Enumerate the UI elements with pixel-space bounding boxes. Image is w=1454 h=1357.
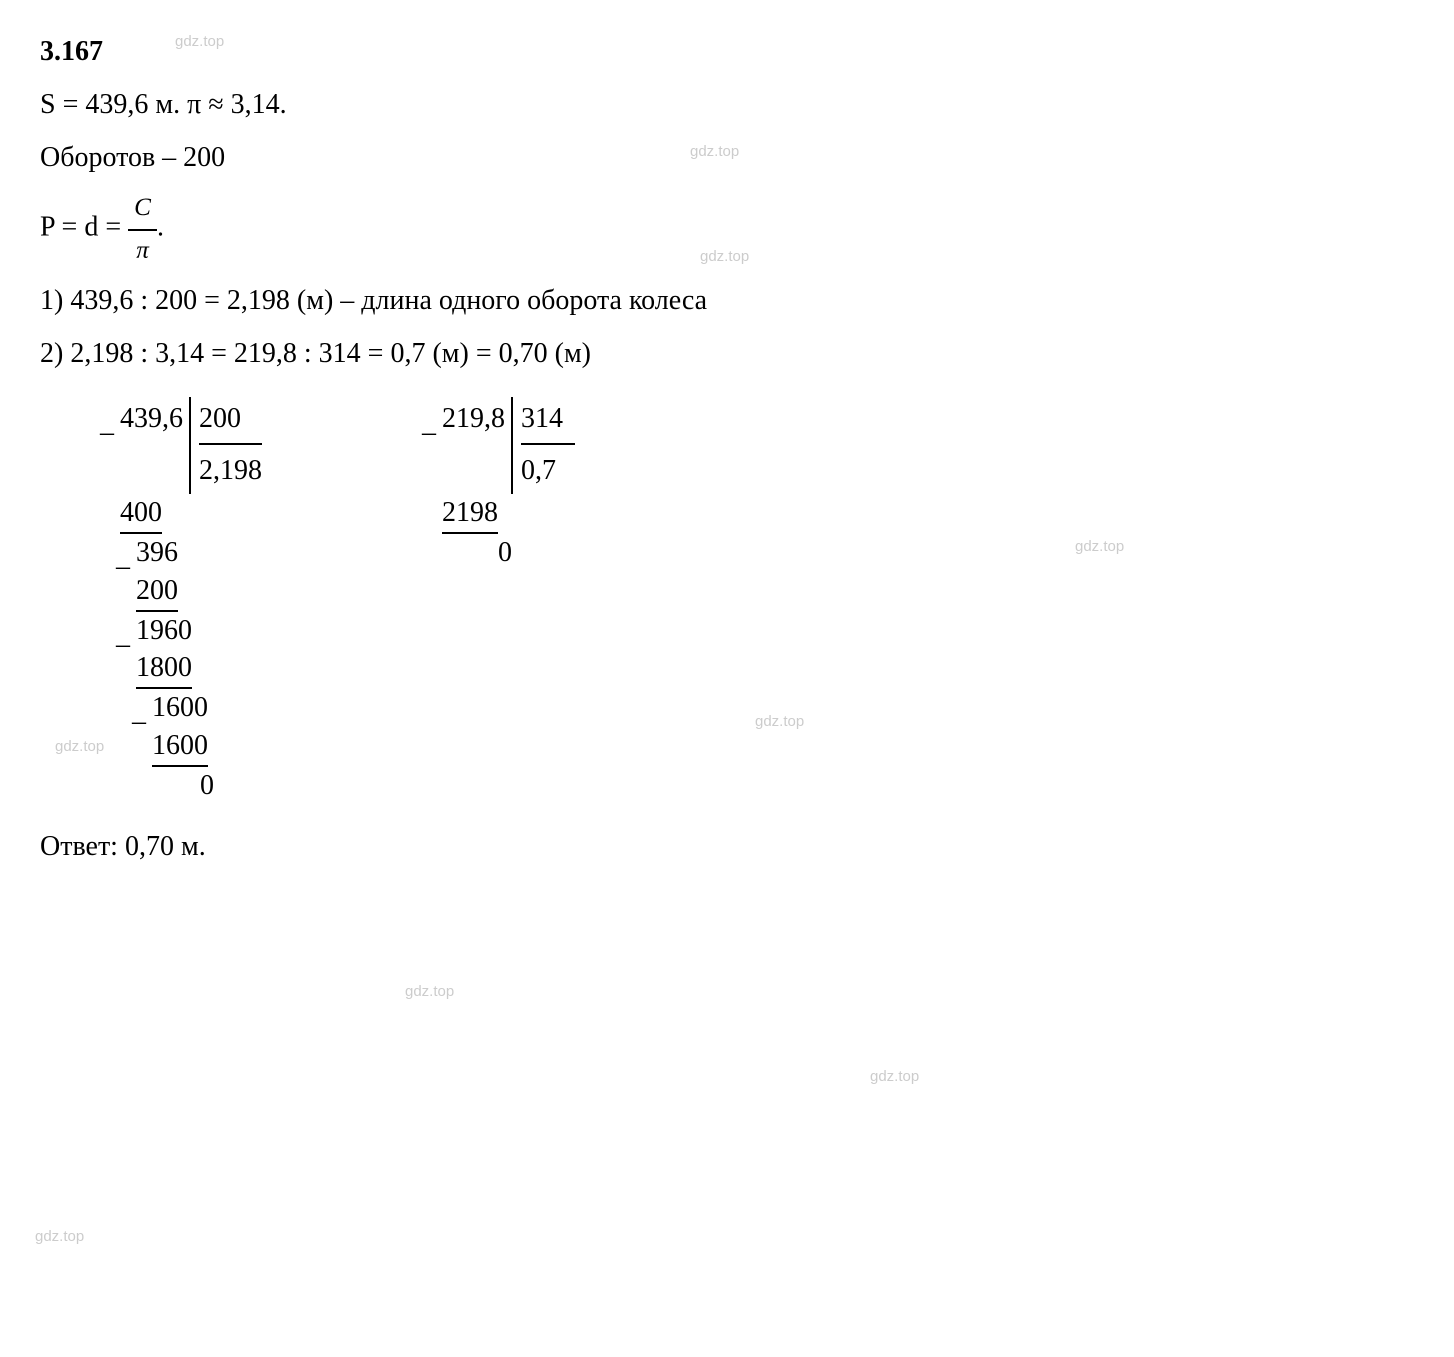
div1-sub3: 1800 <box>136 649 192 689</box>
watermark: gdz.top <box>870 1065 919 1089</box>
pi-value: π ≈ 3,14. <box>180 89 287 120</box>
minus-icon: – <box>100 411 114 456</box>
step-2: 2) 2,198 : 3,14 = 219,8 : 314 = 0,7 (м) … <box>40 332 1414 377</box>
div1-sub2: 200 <box>136 572 178 612</box>
div1-rem1: 396 <box>136 537 178 568</box>
division-container: –439,6 200 2,198 400 –396 200 –1960 1800… <box>120 397 1414 805</box>
formula-prefix: P = d = <box>40 212 128 243</box>
fraction-denominator: π <box>128 231 157 271</box>
long-division-1: –439,6 200 2,198 400 –396 200 –1960 1800… <box>120 397 262 805</box>
step-1: 1) 439,6 : 200 = 2,198 (м) – длина одног… <box>40 279 1414 324</box>
div1-rem3: 1600 <box>152 692 208 723</box>
long-division-2: –219,8 314 0,7 2198 0 <box>442 397 575 805</box>
divisor-2: 314 <box>521 397 575 446</box>
div1-sub1: 400 <box>120 494 162 534</box>
answer-value: 0,70 м. <box>125 831 206 862</box>
fraction: Cπ <box>128 188 157 271</box>
answer-line: Ответ: 0,70 м. <box>40 825 1414 870</box>
quotient-2: 0,7 <box>521 445 575 494</box>
dividend-1: 439,6 <box>120 403 189 434</box>
formula-line: P = d = Cπ. <box>40 188 1414 271</box>
div1-final: 0 <box>200 770 214 801</box>
formula-suffix: . <box>157 212 164 243</box>
div1-sub4: 1600 <box>152 727 208 767</box>
answer-label: Ответ: <box>40 831 125 862</box>
given-line-2: Оборотов – 200 <box>40 136 1414 181</box>
dividend-2: 219,8 <box>442 403 511 434</box>
watermark: gdz.top <box>405 980 454 1004</box>
s-prefix: S = <box>40 89 85 120</box>
fraction-numerator: C <box>128 188 157 230</box>
divisor-1: 200 <box>199 397 262 446</box>
problem-number: 3.167 <box>40 36 103 67</box>
watermark: gdz.top <box>35 1225 84 1249</box>
quotient-1: 2,198 <box>199 445 262 494</box>
minus-icon: – <box>422 411 436 456</box>
div2-sub1: 2198 <box>442 494 498 534</box>
div1-rem2: 1960 <box>136 615 192 646</box>
s-value: 439,6 м. <box>85 89 180 120</box>
given-line-1: S = 439,6 м. π ≈ 3,14. <box>40 83 1414 128</box>
div2-final: 0 <box>498 537 512 568</box>
